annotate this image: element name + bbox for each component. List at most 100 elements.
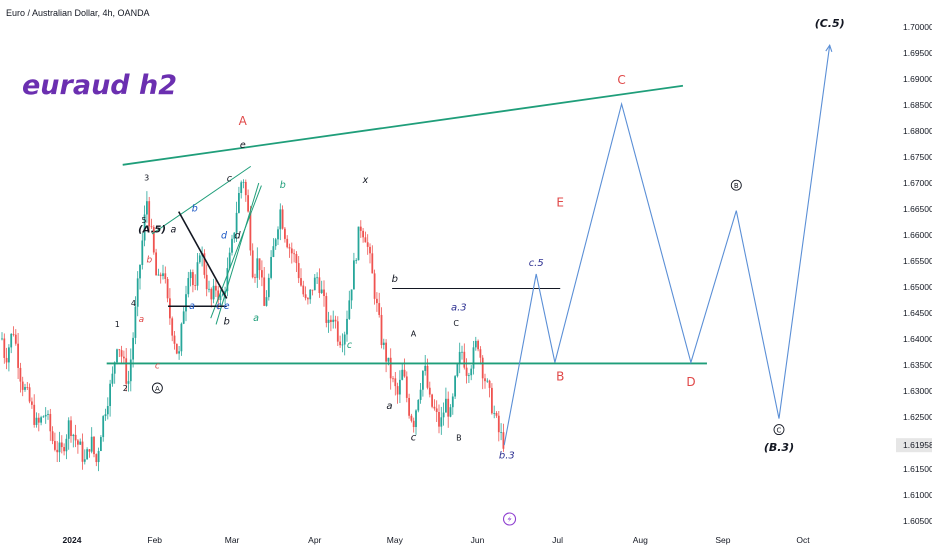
- candle-body: [60, 442, 63, 448]
- price-tick-label: 1.63500: [903, 360, 932, 370]
- price-tick-label: 1.62500: [903, 412, 932, 422]
- wave-label: c: [216, 301, 222, 312]
- candle-body: [129, 359, 132, 382]
- candle-body: [468, 375, 470, 377]
- candle-body: [10, 333, 13, 348]
- candle-body: [394, 378, 397, 387]
- wave-label: b: [392, 274, 398, 285]
- price-tick-label: 1.69000: [903, 74, 932, 84]
- wave-label: c: [227, 173, 233, 184]
- wave-label: a: [189, 301, 195, 312]
- candle-body: [182, 311, 185, 324]
- candle-body: [83, 459, 86, 462]
- candle-body: [309, 289, 312, 300]
- wave-label: c: [347, 340, 353, 351]
- price-tick-label: 1.68500: [903, 100, 932, 110]
- candle-body: [401, 369, 404, 380]
- candle-body: [385, 342, 387, 362]
- candle-body: [125, 358, 128, 384]
- candle-body: [426, 365, 429, 388]
- wave-label: 4: [131, 299, 136, 308]
- candle-body: [403, 369, 406, 377]
- candle-body: [405, 376, 408, 398]
- candle-body: [194, 285, 197, 286]
- candle-body: [364, 237, 367, 243]
- candle-body: [433, 406, 436, 409]
- candle-body: [8, 347, 10, 363]
- candle-body: [5, 357, 8, 363]
- candle-body: [185, 294, 187, 312]
- candle-body: [267, 277, 270, 298]
- time-tick-label: Feb: [147, 535, 162, 545]
- candle-body: [371, 253, 374, 274]
- candle-body: [247, 195, 249, 212]
- candle-body: [187, 278, 190, 295]
- candle-body: [37, 417, 40, 423]
- candle-body: [307, 298, 309, 300]
- candle-body: [132, 337, 134, 360]
- wave-label: 2: [123, 384, 128, 393]
- candle-body: [235, 212, 238, 233]
- candle-body: [362, 230, 364, 238]
- candle-body: [88, 449, 91, 452]
- candle-body: [320, 289, 323, 294]
- candle-body: [256, 258, 259, 278]
- candle-body: [35, 417, 38, 425]
- candle-body: [258, 258, 261, 271]
- price-tick-label: 1.63000: [903, 386, 932, 396]
- candle-body: [419, 389, 422, 400]
- candle-body: [33, 404, 36, 425]
- candle-body: [497, 415, 500, 433]
- price-tick-label: 1.68000: [903, 126, 932, 136]
- price-tick-label: 1.61958: [903, 440, 932, 450]
- time-tick-label: Sep: [715, 535, 730, 545]
- candle-body: [100, 437, 102, 452]
- price-tick-label: 1.61500: [903, 464, 932, 474]
- candle-body: [93, 436, 95, 455]
- time-tick-label: Apr: [308, 535, 321, 545]
- candle-body: [272, 246, 275, 257]
- candle-body: [366, 242, 369, 247]
- candle-body: [387, 357, 390, 362]
- candle-body: [484, 378, 486, 382]
- projection-line: [503, 45, 831, 446]
- candle-body: [274, 239, 277, 247]
- candle-body: [109, 383, 111, 406]
- candle-body: [212, 285, 215, 300]
- candle-body: [143, 214, 146, 241]
- candle-body: [14, 334, 17, 344]
- candle-body: [77, 440, 79, 445]
- candle-body: [343, 334, 346, 345]
- candle-body: [210, 288, 213, 300]
- price-tick-label: 1.69500: [903, 48, 932, 58]
- candle-body: [477, 340, 479, 350]
- candle-body: [139, 264, 141, 279]
- wedge-line: [178, 211, 228, 299]
- candle-body: [162, 273, 164, 277]
- candle-body: [231, 238, 233, 253]
- wave-label: e: [224, 301, 230, 312]
- wave-label: c.5: [529, 258, 544, 269]
- candle-body: [155, 252, 157, 276]
- wave-label: c: [411, 432, 417, 443]
- candle-body: [238, 193, 240, 213]
- candle-body: [380, 314, 383, 346]
- time-tick-label: Jun: [471, 535, 485, 545]
- candle-body: [226, 268, 229, 292]
- candle-body: [491, 387, 493, 414]
- candle-body: [49, 413, 52, 432]
- candle-body: [288, 247, 291, 249]
- candle-body: [28, 387, 31, 402]
- candle-body: [493, 412, 496, 414]
- candle-body: [175, 343, 178, 354]
- candle-body: [458, 351, 461, 364]
- wave-label: d: [221, 231, 228, 242]
- candle-body: [24, 387, 26, 390]
- candle-body: [348, 300, 351, 319]
- wave-label: (A.5): [138, 224, 166, 235]
- candlestick-series: [1, 179, 505, 472]
- candle-body: [263, 277, 266, 306]
- candle-body: [376, 298, 378, 304]
